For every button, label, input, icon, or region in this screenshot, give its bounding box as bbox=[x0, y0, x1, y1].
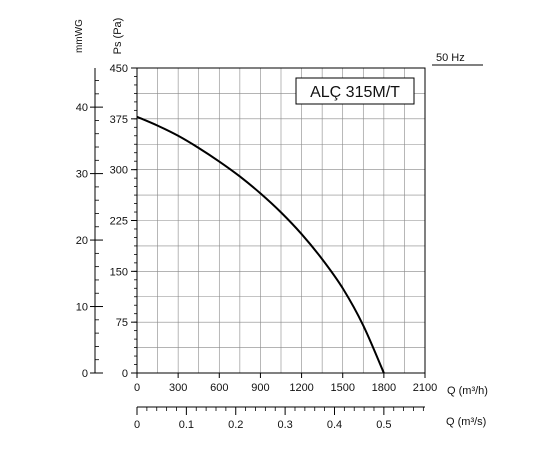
x-axis-label: Q (m³/h) bbox=[447, 385, 488, 397]
m3s-tick-label: 0.3 bbox=[277, 419, 292, 431]
performance-curve bbox=[136, 115, 385, 374]
y-tick-label: 225 bbox=[110, 216, 128, 228]
m3s-tick-label: 0 bbox=[134, 419, 140, 431]
x-tick-label: 1500 bbox=[330, 382, 354, 394]
y-tick-label: 300 bbox=[110, 165, 128, 177]
mmwg-tick-label: 40 bbox=[76, 102, 88, 114]
secondary-y-axis-label: mmWG bbox=[74, 19, 85, 53]
tick-labels: 0 75 150 225 300 375 450 0 10 20 30 40 0 300 600 900 120… bbox=[76, 63, 437, 431]
mmwg-tick-label: 30 bbox=[76, 169, 88, 181]
mmwg-tick-label: 10 bbox=[76, 302, 88, 314]
y-tick-label: 450 bbox=[110, 63, 128, 75]
grid-lines bbox=[136, 67, 426, 374]
chart-title: ALÇ 315M/T bbox=[310, 84, 400, 101]
y-tick-label: 150 bbox=[110, 266, 128, 278]
y-tick-label: 375 bbox=[110, 114, 128, 126]
m3s-tick-label: 0.1 bbox=[179, 419, 194, 431]
secondary-x-axis-label: Q (m³/s) bbox=[446, 416, 486, 428]
mmwg-tick-label: 20 bbox=[76, 235, 88, 247]
x-tick-label: 1800 bbox=[372, 382, 396, 394]
x-tick-label: 2100 bbox=[413, 382, 437, 394]
x-tick-label: 1200 bbox=[289, 382, 313, 394]
x-tick-label: 600 bbox=[210, 382, 228, 394]
m3s-tick-label: 0.2 bbox=[228, 419, 243, 431]
y-tick-label: 0 bbox=[122, 368, 128, 380]
m3s-tick-label: 0.4 bbox=[327, 419, 342, 431]
y-tick-label: 75 bbox=[116, 317, 128, 329]
tick-marks bbox=[90, 67, 426, 415]
y-axis-label: Ps (Pa) bbox=[112, 18, 124, 55]
mmwg-tick-label: 0 bbox=[82, 368, 88, 380]
x-tick-label: 0 bbox=[134, 382, 140, 394]
model-label-box bbox=[295, 77, 415, 105]
x-tick-label: 900 bbox=[251, 382, 269, 394]
performance-curves bbox=[136, 115, 385, 374]
x-tick-label: 300 bbox=[169, 382, 187, 394]
frequency-label: 50 Hz bbox=[436, 52, 465, 64]
m3s-tick-label: 0.5 bbox=[376, 419, 391, 431]
